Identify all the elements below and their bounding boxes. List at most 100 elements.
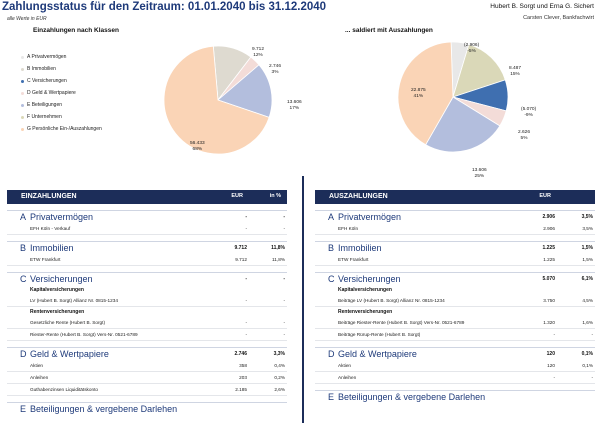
table-row[interactable]: Anleihen 203 0,2% <box>7 372 287 384</box>
row-amount: 1.320 <box>543 320 555 325</box>
pie-label-value: 56.433 <box>190 141 205 146</box>
row-label: ETW Frankfurt <box>30 257 61 262</box>
pie-data-label: 13.606 25% <box>472 168 487 180</box>
subcategory-label: Rentenversicherungen <box>30 309 85 315</box>
category-percent: 11,8% <box>271 245 285 251</box>
pie-data-label: 9.712 12% <box>252 47 264 59</box>
page-title: Zahlungsstatus für den Zeitraum: 01.01.2… <box>2 1 327 13</box>
category-name: Immobilien <box>338 243 382 253</box>
pie-label-percent: 15% <box>510 72 520 77</box>
category-percent: 3,3% <box>273 351 285 357</box>
pie-label-value: 8.487 <box>509 66 522 71</box>
row-amount: - <box>245 226 247 231</box>
table-row[interactable]: EFH Köln - Verkauf - - <box>7 223 287 235</box>
currency-note: alle Werte in EUR <box>7 16 47 22</box>
table-row[interactable]: Beiträge Rürup-Rente (Hubert B. Sorgt) - - <box>315 329 595 341</box>
pie-data-label: 22.875 41% <box>411 88 426 100</box>
row-amount: - <box>245 332 247 337</box>
category-row[interactable]: C Versicherungen 5.070 6,1% <box>315 272 595 285</box>
row-percent: 0,2% <box>274 375 285 380</box>
table-row[interactable]: LV (Hubert B. Sorgt) Allianz Nr. 0815-12… <box>7 295 287 307</box>
row-label: ETW Frankfurt <box>338 257 369 262</box>
row-label: Aktien <box>338 363 352 368</box>
legend-dot-icon <box>21 103 24 107</box>
category-letter: C <box>328 274 335 284</box>
category-percent: 0,1% <box>581 351 593 357</box>
category-name: Geld & Wertpapiere <box>30 349 109 359</box>
category-percent: 1,5% <box>581 245 593 251</box>
table-title: EINZAHLUNGEN <box>21 193 77 200</box>
category-row[interactable]: A Privatvermögen 2.906 3,5% <box>315 210 595 223</box>
einzahlungen-body: A Privatvermögen - - EFH Köln - Verkauf - - B Im… <box>7 210 287 415</box>
legend-dot-icon <box>21 127 24 131</box>
table-row[interactable]: Riester-Rente (Hubert B. Sorgt) Vers-Nr.… <box>7 329 287 341</box>
table-row[interactable]: Anleihen - - <box>315 372 595 384</box>
category-row[interactable]: C Versicherungen - - <box>7 272 287 285</box>
row-amount: 358 <box>239 363 247 368</box>
legend-dot-icon <box>21 55 24 59</box>
category-name: Privatvermögen <box>30 212 94 222</box>
pie-slice <box>397 41 454 146</box>
row-amount: 2.185 <box>235 387 247 392</box>
column-divider <box>302 176 304 423</box>
row-amount: - <box>245 298 247 303</box>
row-percent: 4,5% <box>582 298 593 303</box>
category-amount: - <box>245 276 247 282</box>
category-row[interactable]: E Beteiligungen & vergebene Darlehen <box>7 402 287 415</box>
table-row[interactable]: Aktien 120 0,1% <box>315 360 595 372</box>
category-letter: A <box>328 212 335 222</box>
table-row[interactable]: Guthabenzinsen Liquiditätskonto 2.185 2,6% <box>7 384 287 396</box>
category-row[interactable]: B Immobilien 9.712 11,8% <box>7 241 287 254</box>
col-header-eur: EUR <box>231 193 243 199</box>
category-row[interactable]: A Privatvermögen - - <box>7 210 287 223</box>
category-row[interactable]: E Beteiligungen & vergebene Darlehen <box>315 390 595 403</box>
category-name: Versicherungen <box>30 274 93 284</box>
row-amount: - <box>553 332 555 337</box>
category-percent: 6,1% <box>581 276 593 282</box>
pie-label-percent: 3% <box>271 70 279 75</box>
pie-label-value: 13.606 <box>472 168 487 173</box>
category-row[interactable]: D Geld & Wertpapiere 2.746 3,3% <box>7 347 287 360</box>
pie-label-percent: 25% <box>474 174 485 179</box>
subcategory-label: Kapitalversicherungen <box>30 287 84 293</box>
pie-label-value: 2.626 <box>518 130 531 135</box>
category-name: Versicherungen <box>338 274 401 284</box>
legend-item: E Beteiligungen <box>21 102 121 108</box>
pie-data-label: (5.070) -9% <box>521 107 536 119</box>
category-amount: 1.225 <box>542 245 555 251</box>
category-row[interactable]: D Geld & Wertpapiere 120 0,1% <box>315 347 595 360</box>
table-row[interactable]: ETW Frankfurt 1.225 1,5% <box>315 254 595 266</box>
table-row[interactable]: Gesetzliche Rente (Hubert B. Sorgt) - - <box>7 317 287 329</box>
category-name: Geld & Wertpapiere <box>338 349 417 359</box>
legend-dot-icon <box>21 91 24 95</box>
row-label: Riester-Rente (Hubert B. Sorgt) Vers-Nr.… <box>30 332 138 337</box>
row-amount: 203 <box>239 375 247 380</box>
row-percent: - <box>283 320 285 325</box>
chart-legend: A Privatvermögen B Immobilien C Versicheru… <box>21 54 121 138</box>
legend-item: C Versicherungen <box>21 78 121 84</box>
table-row[interactable]: Aktien 358 0,4% <box>7 360 287 372</box>
table-row[interactable]: ETW Frankfurt 9.712 11,8% <box>7 254 287 266</box>
row-percent: 0,1% <box>582 363 593 368</box>
row-amount: 120 <box>547 363 555 368</box>
table-row[interactable]: EFH Köln 2.906 3,5% <box>315 223 595 235</box>
legend-item: F Unternehmen <box>21 114 121 120</box>
category-amount: 2.906 <box>542 214 555 220</box>
pie-data-label: 2.746 3% <box>269 64 281 76</box>
legend-label: E Beteiligungen <box>27 102 63 108</box>
category-amount: 2.746 <box>234 351 247 357</box>
category-name: Beteiligungen & vergebene Darlehen <box>30 404 178 414</box>
category-row[interactable]: B Immobilien 1.225 1,5% <box>315 241 595 254</box>
pie-slice <box>425 96 501 153</box>
legend-label: G Persönliche Ein-/Auszahlungen <box>27 126 102 132</box>
subcategory-heading: Rentenversicherungen <box>7 307 287 317</box>
left-chart-title: Einzahlungen nach Klassen <box>33 27 119 34</box>
table-row[interactable]: Beiträge Riester-Rente (Hubert B. Sorgt)… <box>315 317 595 329</box>
col-header-pct: in % <box>269 193 281 199</box>
category-percent: - <box>283 214 285 220</box>
pie-slice <box>163 45 270 155</box>
pie-label-percent: 12% <box>253 53 263 58</box>
table-row[interactable]: Beiträge LV (Hubert B. Sorgt) Allianz Nr… <box>315 295 595 307</box>
pie-label-percent: -9% <box>524 113 533 118</box>
subcategory-heading: Kapitalversicherungen <box>315 285 595 295</box>
